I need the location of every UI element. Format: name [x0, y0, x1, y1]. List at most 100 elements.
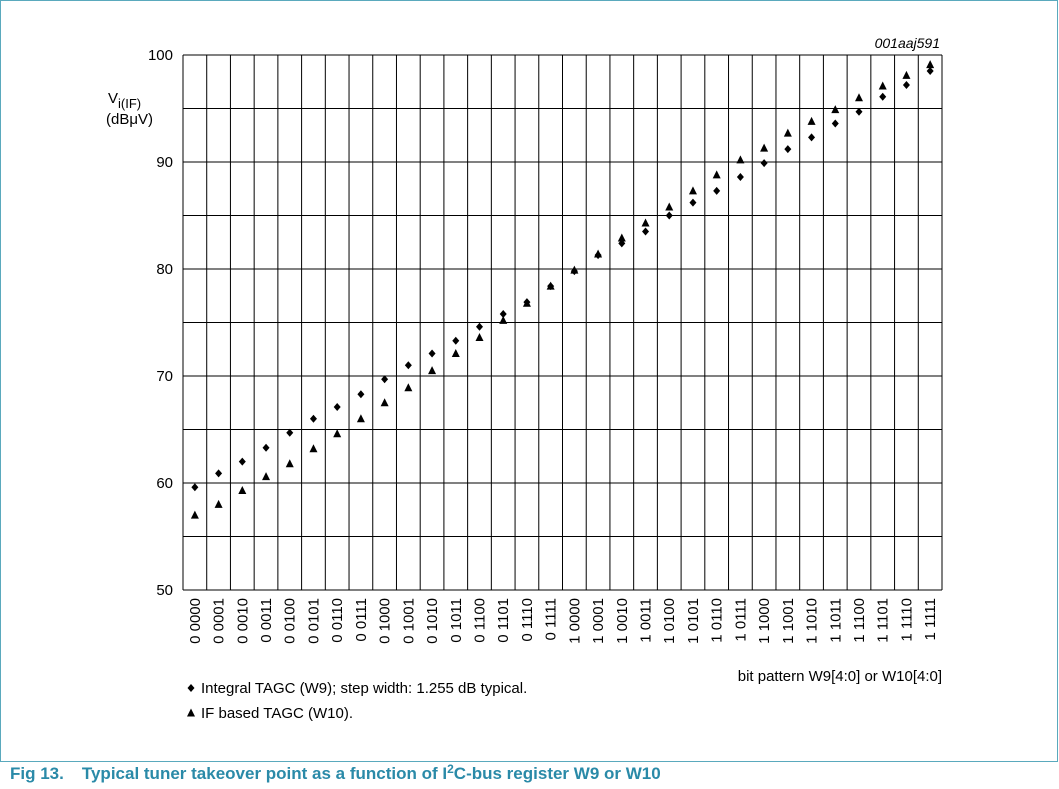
- x-tick-label: 0 1110: [519, 598, 536, 642]
- legend-marker: [187, 708, 195, 717]
- marker-diamond: [357, 390, 365, 399]
- x-tick-label: 1 0011: [638, 598, 655, 643]
- x-tick-label: 1 1101: [875, 598, 892, 643]
- marker-triangle: [736, 155, 745, 164]
- marker-triangle: [688, 186, 697, 195]
- marker-diamond: [191, 483, 199, 492]
- marker-triangle: [428, 366, 437, 375]
- x-tick-label: 1 0110: [709, 598, 726, 643]
- marker-diamond: [404, 361, 412, 370]
- caption-label: Fig 13.: [10, 764, 64, 783]
- caption-text-end: C-bus register W9 or W10: [454, 764, 661, 783]
- marker-triangle: [902, 70, 911, 79]
- x-tick-label: 0 1010: [424, 598, 441, 644]
- legend-label: IF based TAGC (W10).: [201, 705, 353, 722]
- x-tick-label: 1 0000: [566, 598, 583, 644]
- x-tick-label: 1 0010: [614, 598, 631, 644]
- marker-triangle: [570, 265, 579, 274]
- caption: Fig 13. Typical tuner takeover point as a…: [10, 762, 661, 783]
- marker-diamond: [689, 198, 697, 207]
- x-tick-label: 0 1101: [495, 598, 512, 643]
- y-tick-label: 80: [156, 261, 173, 278]
- x-tick-label: 0 1011: [448, 598, 465, 643]
- marker-diamond: [831, 119, 839, 128]
- x-tick-label: 1 1110: [898, 598, 915, 642]
- marker-diamond: [808, 133, 816, 142]
- marker-triangle: [831, 105, 840, 114]
- marker-triangle: [214, 499, 223, 508]
- marker-triangle: [522, 298, 531, 307]
- marker-triangle: [926, 60, 935, 69]
- marker-diamond: [238, 457, 246, 466]
- marker-triangle: [641, 218, 650, 227]
- y-label-sub: i(IF): [118, 96, 141, 111]
- marker-triangle: [854, 93, 863, 102]
- x-tick-label: 1 1000: [756, 598, 773, 644]
- x-tick-label: 0 0010: [234, 598, 251, 644]
- marker-triangle: [546, 281, 555, 290]
- marker-diamond: [926, 67, 934, 76]
- x-tick-label: 0 1111: [543, 598, 560, 641]
- y-tick-label: 100: [148, 47, 173, 64]
- marker-triangle: [760, 143, 769, 152]
- marker-diamond: [855, 107, 863, 116]
- marker-triangle: [783, 128, 792, 137]
- frame: [0, 0, 1058, 762]
- x-tick-label: 1 1011: [827, 598, 844, 643]
- marker-triangle: [404, 383, 413, 392]
- y-tick-label: 60: [156, 475, 173, 492]
- marker-diamond: [262, 443, 270, 452]
- marker-triangle: [190, 510, 199, 519]
- x-tick-label: 1 1001: [780, 598, 797, 644]
- x-tick-label: 1 1111: [922, 598, 939, 641]
- marker-triangle: [807, 116, 816, 125]
- marker-diamond: [428, 349, 436, 358]
- y-tick-label: 50: [156, 582, 173, 599]
- marker-diamond: [642, 227, 650, 236]
- x-tick-label: 0 1001: [400, 598, 417, 644]
- marker-diamond: [333, 403, 341, 412]
- marker-diamond: [309, 414, 317, 423]
- x-tick-label: 0 0111: [353, 598, 370, 642]
- marker-triangle: [475, 332, 484, 341]
- caption-sup: 2: [447, 762, 454, 776]
- marker-triangle: [594, 249, 603, 258]
- x-tick-label: 1 1100: [851, 598, 868, 643]
- figure-id: 001aaj591: [875, 35, 940, 51]
- x-tick-label: 1 0101: [685, 598, 702, 644]
- marker-diamond: [286, 428, 294, 437]
- marker-triangle: [617, 233, 626, 242]
- x-tick-label: 0 0101: [305, 598, 322, 644]
- marker-triangle: [285, 459, 294, 468]
- x-tick-label: 0 1100: [471, 598, 488, 643]
- marker-diamond: [215, 469, 223, 478]
- marker-triangle: [712, 170, 721, 179]
- marker-diamond: [760, 159, 768, 168]
- marker-triangle: [262, 472, 271, 481]
- x-tick-label: 1 0001: [590, 598, 607, 644]
- marker-triangle: [451, 349, 460, 358]
- marker-diamond: [499, 309, 507, 318]
- marker-diamond: [452, 336, 460, 345]
- marker-diamond: [665, 211, 673, 220]
- marker-diamond: [475, 322, 483, 331]
- y-tick-label: 90: [156, 154, 173, 171]
- x-tick-label: 1 0100: [661, 598, 678, 644]
- marker-triangle: [499, 315, 508, 324]
- x-tick-label: 1 0111: [732, 598, 749, 642]
- y-label-main: V: [108, 90, 118, 107]
- legend-marker: [187, 684, 195, 692]
- y-label-unit: (dBμV): [106, 111, 153, 128]
- marker-diamond: [784, 145, 792, 154]
- y-tick-label: 70: [156, 368, 173, 385]
- y-label: Vi(IF): [108, 90, 141, 111]
- marker-triangle: [238, 485, 247, 494]
- x-tick-label: 0 0110: [329, 598, 346, 643]
- marker-triangle: [309, 444, 318, 453]
- caption-text: Typical tuner takeover point as a functi…: [82, 764, 447, 783]
- marker-diamond: [736, 172, 744, 181]
- marker-triangle: [665, 202, 674, 211]
- marker-diamond: [381, 375, 389, 384]
- x-label: bit pattern W9[4:0] or W10[4:0]: [738, 668, 942, 685]
